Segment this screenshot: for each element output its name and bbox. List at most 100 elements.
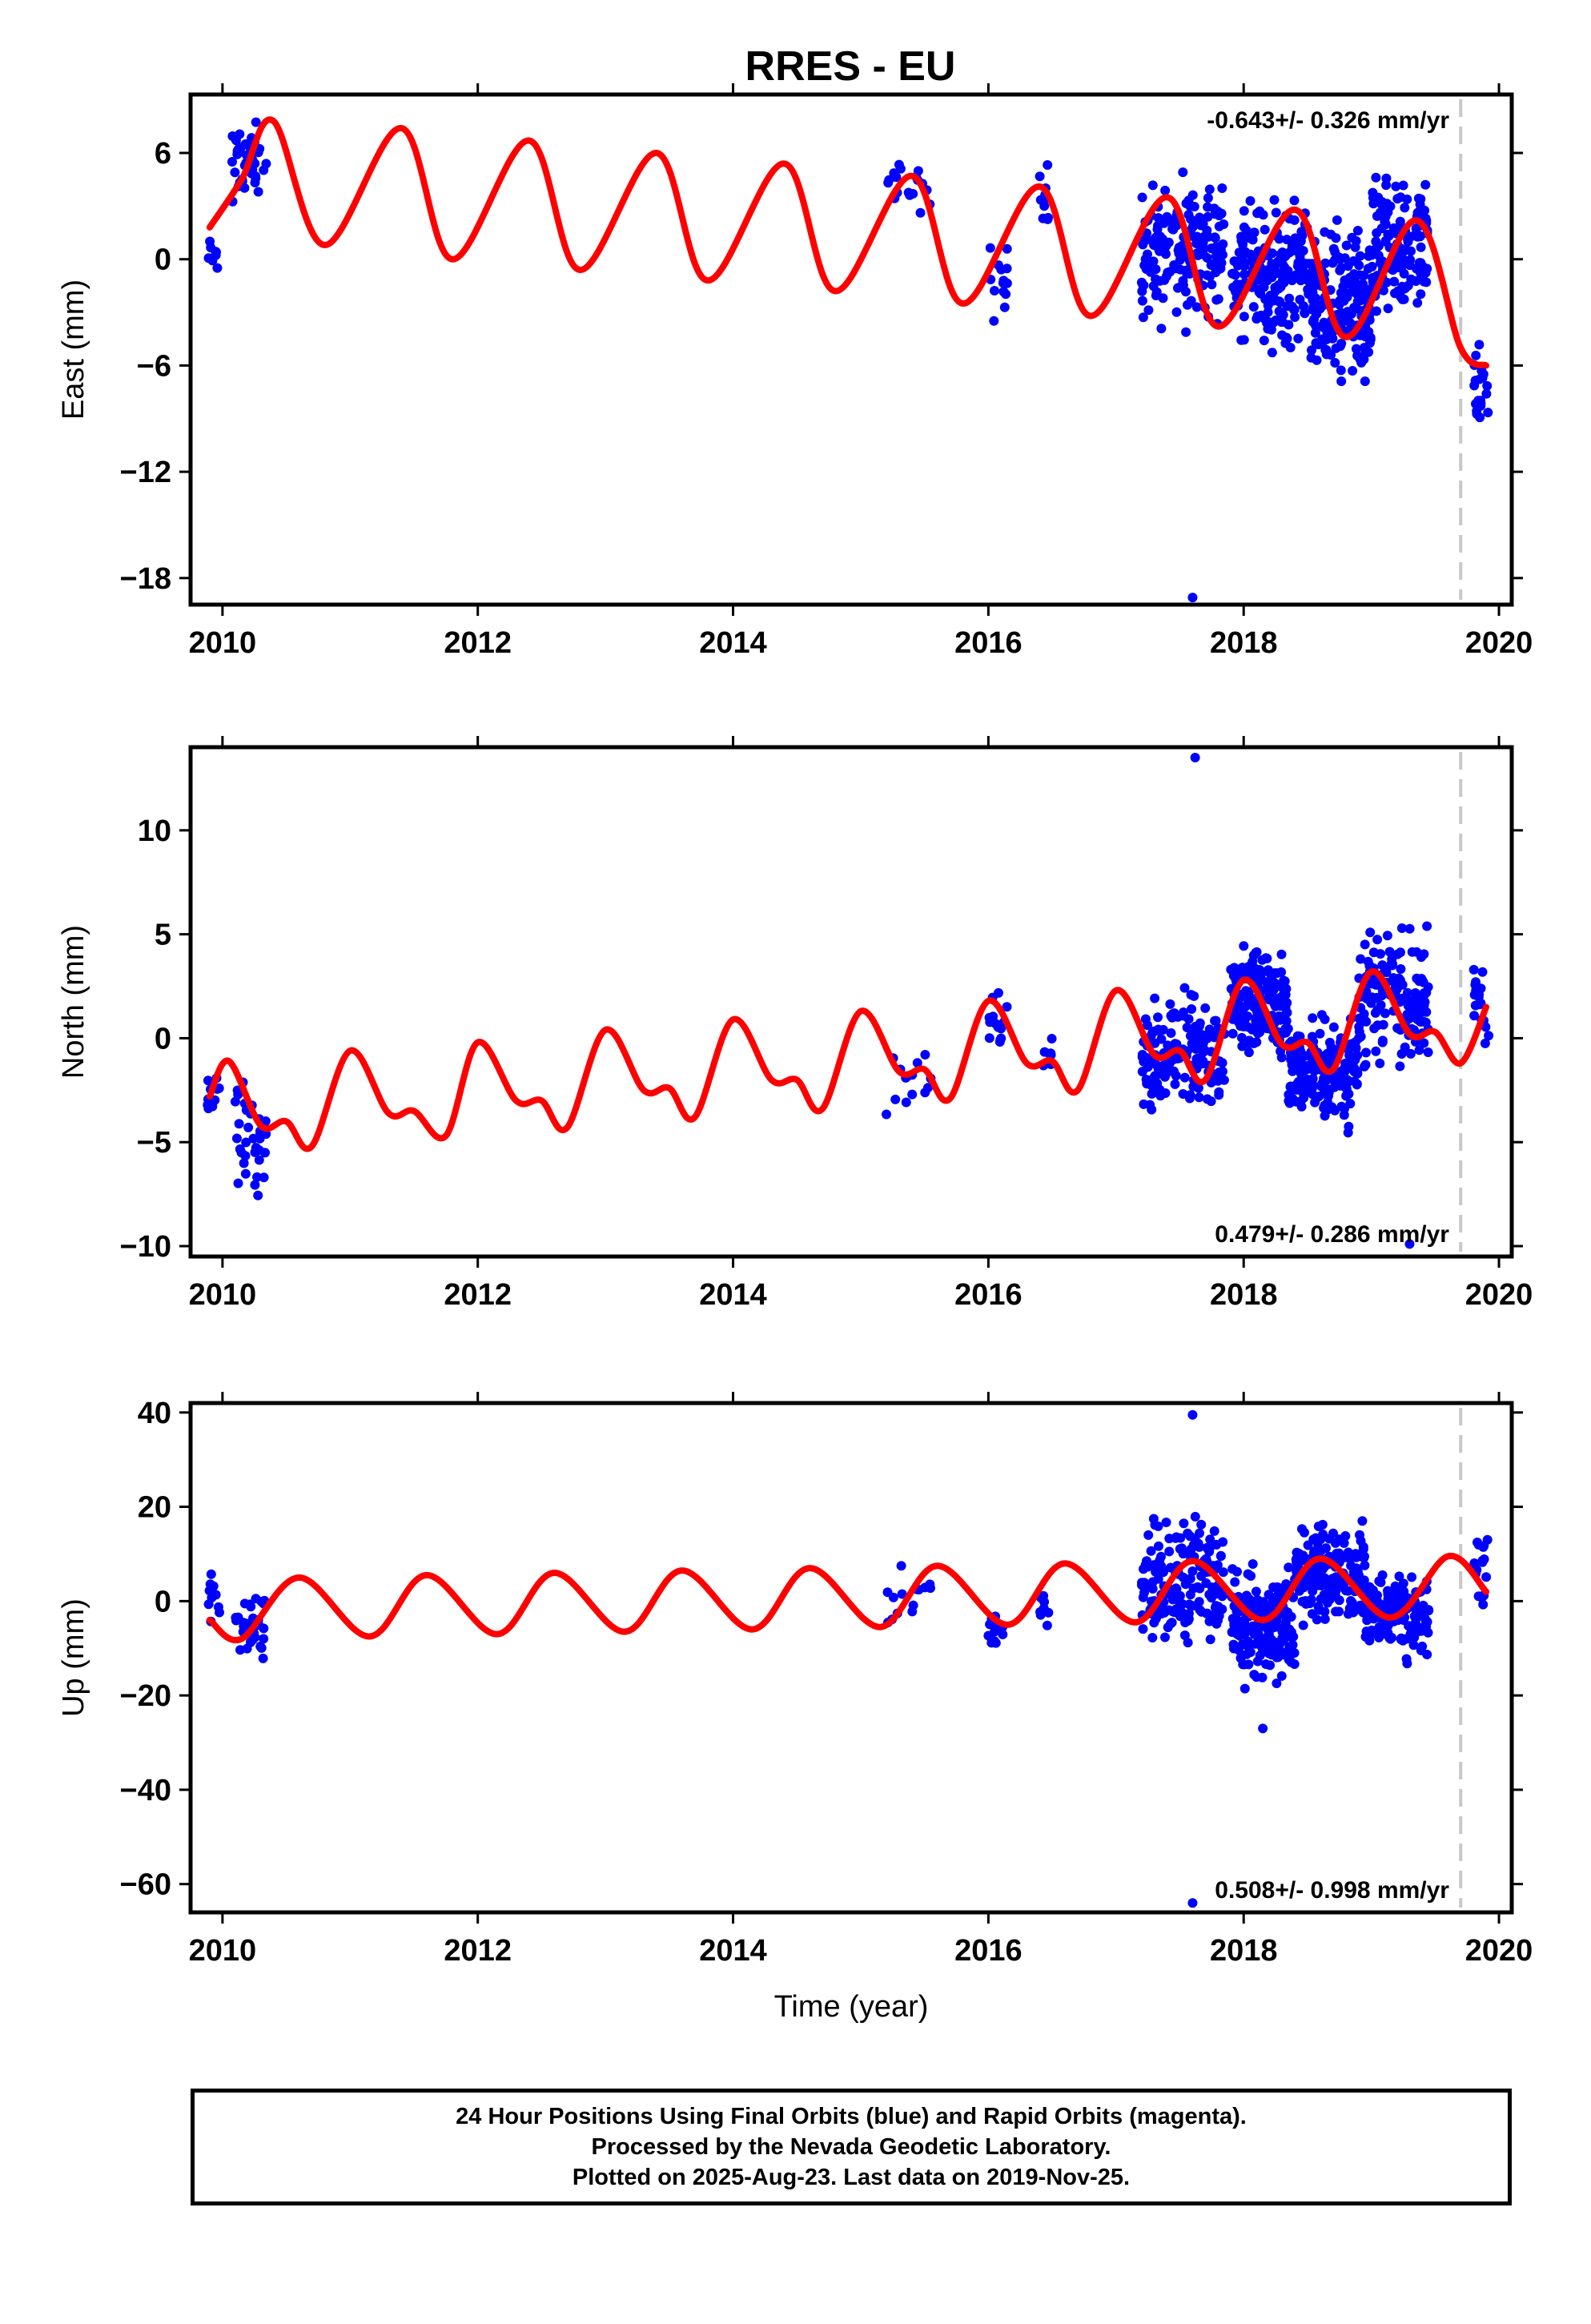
data-point (1282, 1007, 1292, 1018)
data-point (253, 1190, 263, 1200)
data-point (895, 163, 906, 174)
data-point (1150, 993, 1160, 1003)
data-point (1137, 1050, 1147, 1059)
data-point (1261, 953, 1272, 963)
x-tick-label: 2018 (1210, 1934, 1278, 1968)
data-point (1259, 336, 1269, 346)
data-point (1251, 1586, 1261, 1597)
data-point (1345, 318, 1356, 328)
data-point (1371, 172, 1381, 183)
data-point (1404, 1014, 1414, 1024)
data-point (1287, 275, 1297, 286)
data-point (1202, 1542, 1212, 1553)
data-point (1252, 314, 1262, 324)
data-point (1312, 355, 1322, 365)
data-point (1284, 1562, 1294, 1573)
data-point (1310, 328, 1320, 338)
data-points-east (203, 117, 1493, 603)
data-point (1412, 231, 1423, 242)
velocity-rate-label: 0.479+/- 0.286 mm/yr (1215, 1221, 1449, 1248)
data-point (1471, 986, 1481, 996)
data-point (1229, 963, 1239, 973)
data-point (1206, 243, 1216, 254)
data-point (1380, 963, 1390, 974)
data-point (211, 1590, 221, 1600)
data-point (1365, 927, 1376, 938)
data-point (1270, 968, 1280, 978)
data-point (1399, 268, 1409, 279)
data-point (1237, 253, 1247, 263)
data-point (1228, 282, 1239, 292)
data-point (1304, 1598, 1315, 1609)
data-point (998, 275, 1009, 286)
y-tick-label: 10 (138, 814, 171, 848)
data-point (1475, 412, 1485, 423)
data-point (1230, 1577, 1240, 1587)
data-point (259, 1634, 269, 1644)
data-point (1373, 1597, 1383, 1607)
data-point (1312, 1614, 1322, 1625)
data-point (1137, 192, 1147, 203)
footer-box: 24 Hour Positions Using Final Orbits (bl… (191, 2089, 1512, 2205)
data-point (1296, 1068, 1306, 1079)
data-point (1413, 193, 1424, 203)
data-point (1371, 1046, 1381, 1056)
data-point (1239, 1683, 1250, 1694)
data-point (1148, 1514, 1159, 1524)
data-point (1160, 185, 1171, 195)
data-point (1145, 267, 1155, 277)
panel-east: 2010 2012 2014 2016 2018 2020 6 0 −6 −12 −18 East (… (57, 83, 1533, 660)
data-point (1422, 1617, 1432, 1627)
data-point (1392, 984, 1402, 994)
data-point (915, 207, 926, 218)
data-point (251, 117, 261, 127)
data-point (1394, 1571, 1404, 1582)
chart-title: RRES - EU (745, 43, 956, 90)
data-point (1264, 267, 1273, 278)
data-point (1171, 263, 1181, 274)
data-point (1328, 1574, 1338, 1584)
data-point (250, 1180, 260, 1190)
data-point (1243, 1659, 1254, 1670)
data-point (1231, 1618, 1241, 1629)
x-tick-label: 2014 (699, 1278, 767, 1312)
data-point (988, 1011, 998, 1022)
data-point (1192, 1025, 1203, 1035)
data-point (1158, 293, 1168, 304)
data-point (1312, 1580, 1323, 1590)
x-tick-label: 2020 (1465, 1278, 1533, 1312)
data-point (1422, 921, 1432, 931)
data-point (1263, 307, 1273, 317)
y-tick-label: −20 (120, 1679, 171, 1713)
data-point (1165, 999, 1175, 1009)
data-point (896, 1561, 906, 1571)
data-point (1214, 264, 1224, 275)
data-point (255, 1133, 265, 1144)
data-point (1190, 1511, 1200, 1522)
data-point (1232, 1566, 1242, 1577)
data-point (236, 1148, 247, 1158)
data-point (1145, 1076, 1155, 1086)
outlier-point (1187, 593, 1198, 603)
data-point (1343, 307, 1352, 317)
data-point (1272, 1679, 1282, 1688)
data-point (1378, 285, 1388, 296)
data-point (1192, 231, 1203, 242)
data-point (1205, 1534, 1215, 1545)
data-point (212, 263, 223, 273)
data-point (1284, 320, 1294, 330)
data-point (1320, 1111, 1330, 1121)
data-point (1308, 1548, 1319, 1558)
data-point (1293, 243, 1304, 253)
data-point (1264, 1590, 1274, 1600)
data-point (1383, 1589, 1393, 1599)
data-point (1171, 1071, 1181, 1081)
data-point (1166, 1028, 1176, 1038)
data-point (1372, 935, 1383, 945)
data-point (1239, 206, 1249, 216)
y-tick-label: 0 (155, 243, 171, 277)
data-point (1159, 1567, 1168, 1578)
data-point (1270, 1001, 1280, 1011)
data-point (1253, 1028, 1263, 1039)
plot-frame (188, 92, 1514, 607)
